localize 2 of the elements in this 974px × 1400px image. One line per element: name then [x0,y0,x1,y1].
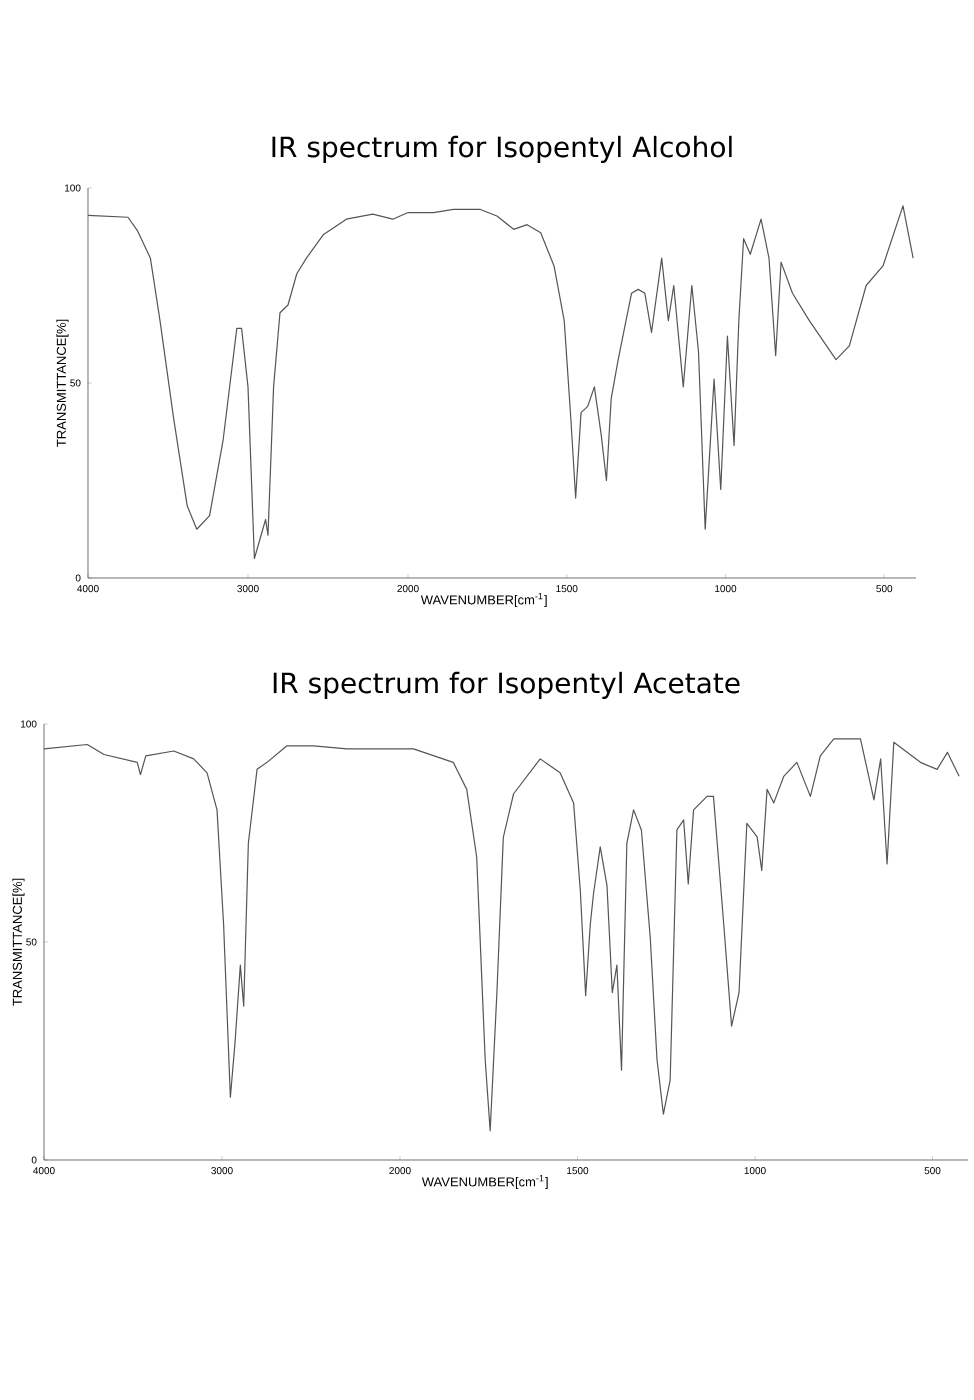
text: IR spectrum for Isopentyl Acetate [273,671,740,699]
text: IR spectrum for Isopentyl Alcohol [272,135,732,163]
